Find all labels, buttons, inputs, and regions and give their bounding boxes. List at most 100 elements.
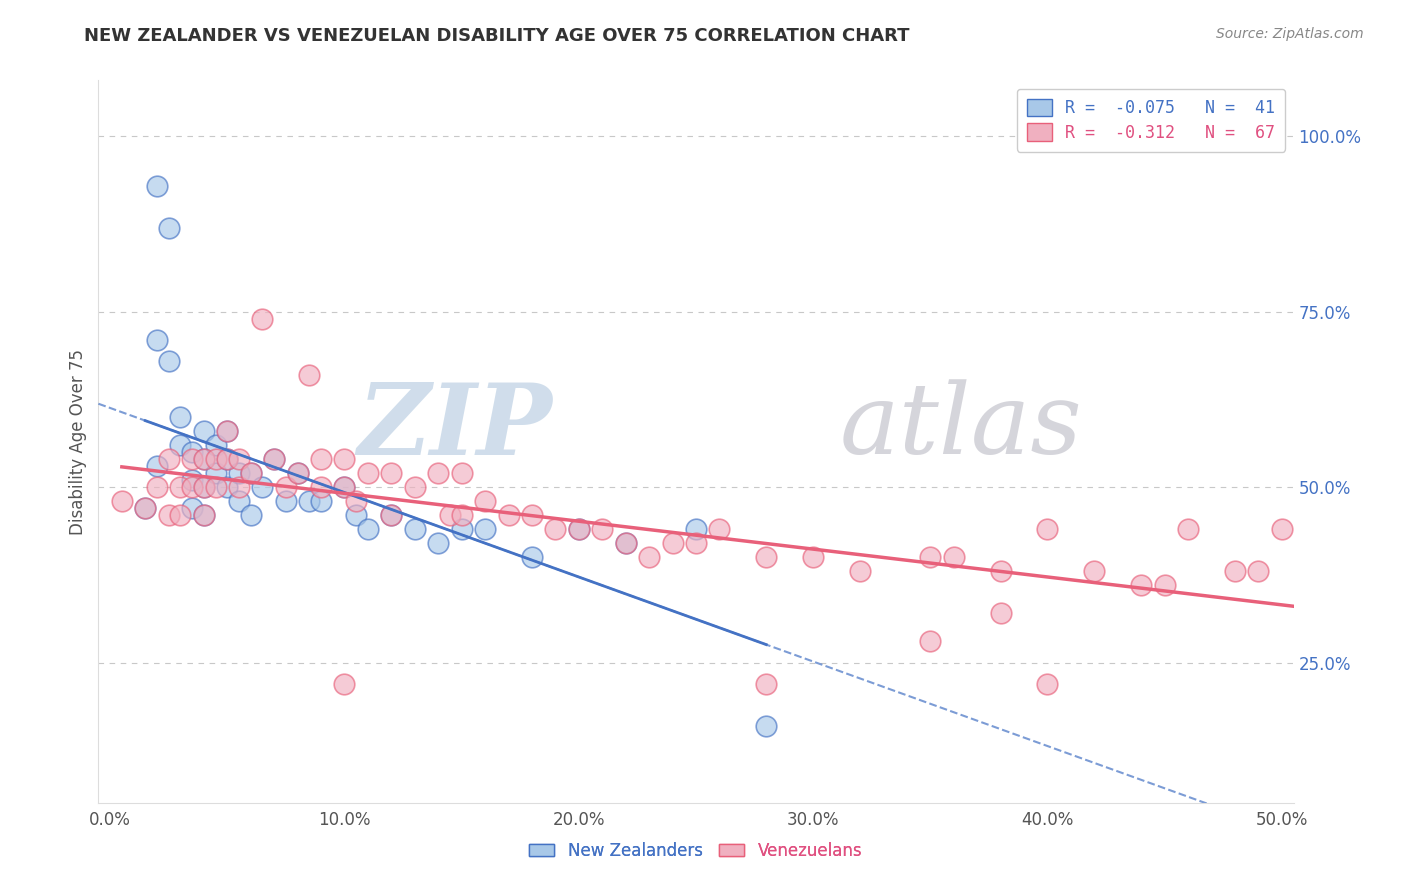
Point: [181, 452, 204, 467]
Point: [204, 452, 226, 467]
Y-axis label: Disability Age Over 75: Disability Age Over 75: [69, 349, 87, 534]
Point: [427, 466, 450, 480]
Point: [157, 452, 180, 467]
Point: [309, 480, 332, 494]
Point: [298, 368, 321, 382]
Point: [181, 501, 204, 516]
Text: Source: ZipAtlas.com: Source: ZipAtlas.com: [1216, 27, 1364, 41]
Point: [239, 508, 262, 523]
Point: [274, 494, 297, 508]
Point: [287, 466, 309, 480]
Point: [474, 522, 496, 536]
Point: [169, 480, 191, 494]
Point: [380, 508, 402, 523]
Point: [134, 501, 156, 516]
Point: [942, 550, 965, 565]
Point: [298, 494, 321, 508]
Point: [1247, 564, 1270, 578]
Point: [498, 508, 520, 523]
Point: [146, 459, 169, 474]
Point: [146, 480, 169, 494]
Point: [1083, 564, 1105, 578]
Point: [217, 480, 239, 494]
Point: [309, 494, 332, 508]
Point: [709, 522, 731, 536]
Point: [685, 536, 707, 550]
Point: [544, 522, 567, 536]
Point: [274, 480, 297, 494]
Point: [228, 452, 250, 467]
Point: [427, 536, 450, 550]
Point: [228, 466, 250, 480]
Point: [157, 354, 180, 368]
Point: [263, 452, 285, 467]
Point: [450, 466, 472, 480]
Point: [801, 550, 824, 565]
Point: [239, 466, 262, 480]
Point: [111, 494, 134, 508]
Point: [193, 508, 215, 523]
Point: [228, 480, 250, 494]
Text: atlas: atlas: [839, 379, 1083, 475]
Point: [1223, 564, 1246, 578]
Point: [169, 438, 191, 452]
Point: [1177, 522, 1199, 536]
Point: [568, 522, 591, 536]
Point: [990, 607, 1012, 621]
Point: [849, 564, 872, 578]
Point: [204, 480, 226, 494]
Point: [1153, 578, 1175, 592]
Point: [193, 480, 215, 494]
Point: [157, 508, 180, 523]
Point: [755, 550, 778, 565]
Point: [755, 718, 778, 732]
Point: [450, 522, 472, 536]
Point: [228, 494, 250, 508]
Point: [380, 508, 402, 523]
Point: [357, 522, 380, 536]
Point: [134, 501, 156, 516]
Legend: New Zealanders, Venezuelans: New Zealanders, Venezuelans: [523, 836, 869, 867]
Point: [309, 452, 332, 467]
Point: [217, 424, 239, 438]
Point: [439, 508, 461, 523]
Point: [252, 311, 274, 326]
Point: [520, 550, 543, 565]
Point: [990, 564, 1012, 578]
Point: [333, 480, 356, 494]
Point: [169, 508, 191, 523]
Point: [638, 550, 661, 565]
Point: [204, 466, 226, 480]
Point: [661, 536, 683, 550]
Point: [755, 676, 778, 690]
Point: [1271, 522, 1294, 536]
Point: [614, 536, 637, 550]
Point: [520, 508, 543, 523]
Point: [252, 480, 274, 494]
Point: [1036, 522, 1059, 536]
Point: [344, 494, 367, 508]
Point: [333, 480, 356, 494]
Point: [333, 452, 356, 467]
Point: [450, 508, 472, 523]
Point: [146, 178, 169, 193]
Point: [404, 522, 426, 536]
Point: [568, 522, 591, 536]
Point: [181, 445, 204, 459]
Point: [287, 466, 309, 480]
Point: [474, 494, 496, 508]
Point: [404, 480, 426, 494]
Point: [181, 480, 204, 494]
Text: NEW ZEALANDER VS VENEZUELAN DISABILITY AGE OVER 75 CORRELATION CHART: NEW ZEALANDER VS VENEZUELAN DISABILITY A…: [84, 27, 910, 45]
Point: [181, 473, 204, 487]
Point: [591, 522, 613, 536]
Point: [239, 466, 262, 480]
Point: [146, 333, 169, 347]
Point: [193, 508, 215, 523]
Point: [344, 508, 367, 523]
Point: [1036, 676, 1059, 690]
Point: [169, 409, 191, 424]
Point: [263, 452, 285, 467]
Point: [685, 522, 707, 536]
Point: [1130, 578, 1153, 592]
